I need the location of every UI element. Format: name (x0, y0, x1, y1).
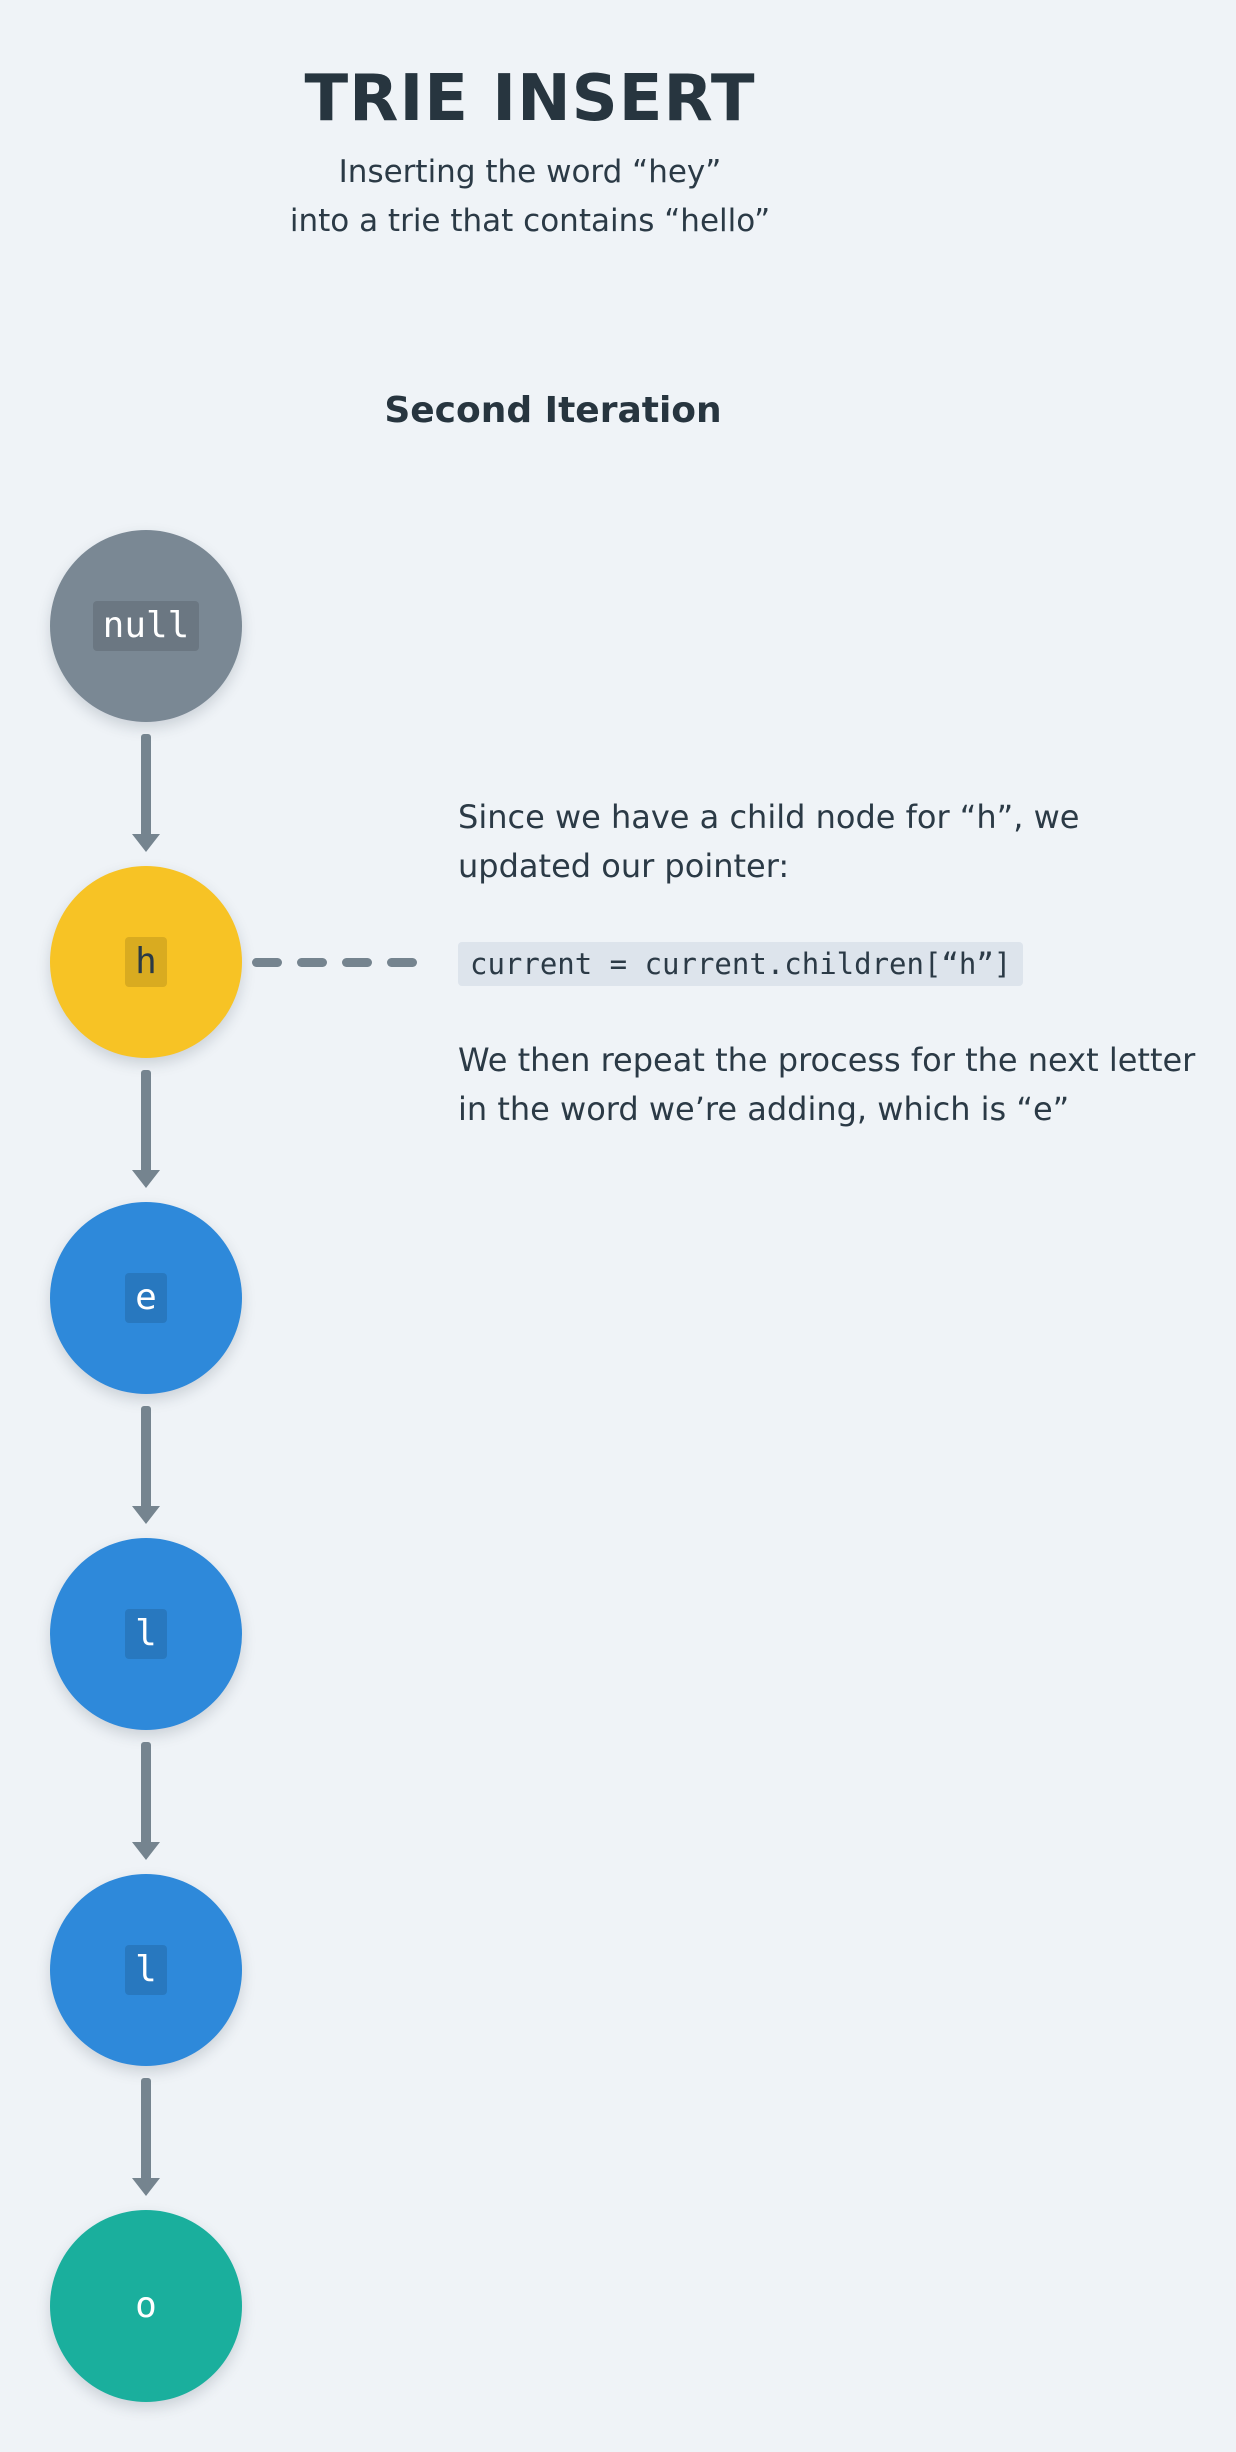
trie-node-e: e (50, 1202, 242, 1394)
explanation-paragraph-2: We then repeat the process for the next … (458, 1041, 1196, 1128)
section-heading: Second Iteration (384, 390, 722, 431)
node-label: l (125, 1609, 167, 1659)
arrow-down-icon (132, 2078, 160, 2198)
trie-node-null: null (50, 530, 242, 722)
arrow-down-icon (132, 734, 160, 854)
trie-node-h-current: h (50, 866, 242, 1058)
explanation-paragraph-1: Since we have a child node for “h”, we u… (458, 798, 1080, 885)
arrow-down-icon (132, 1406, 160, 1526)
arrow-down-icon (132, 1070, 160, 1190)
subtitle-line-2: into a trie that contains “hello” (289, 203, 771, 239)
diagram-subtitle: Inserting the word “hey” into a trie tha… (0, 148, 1060, 246)
code-snippet: current = current.children[“h”] (458, 942, 1024, 986)
dashed-connector (252, 958, 418, 967)
node-label: e (125, 1273, 167, 1323)
node-label: h (125, 937, 167, 987)
arrow-down-icon (132, 1742, 160, 1862)
node-label: l (125, 1945, 167, 1995)
node-label: o (135, 2285, 157, 2326)
node-label: null (92, 601, 200, 651)
trie-node-l-second: l (50, 1874, 242, 2066)
subtitle-line-1: Inserting the word “hey” (338, 154, 722, 190)
diagram-title: TRIE INSERT (304, 62, 756, 136)
trie-node-l-first: l (50, 1538, 242, 1730)
trie-node-o-end: o (50, 2210, 242, 2402)
